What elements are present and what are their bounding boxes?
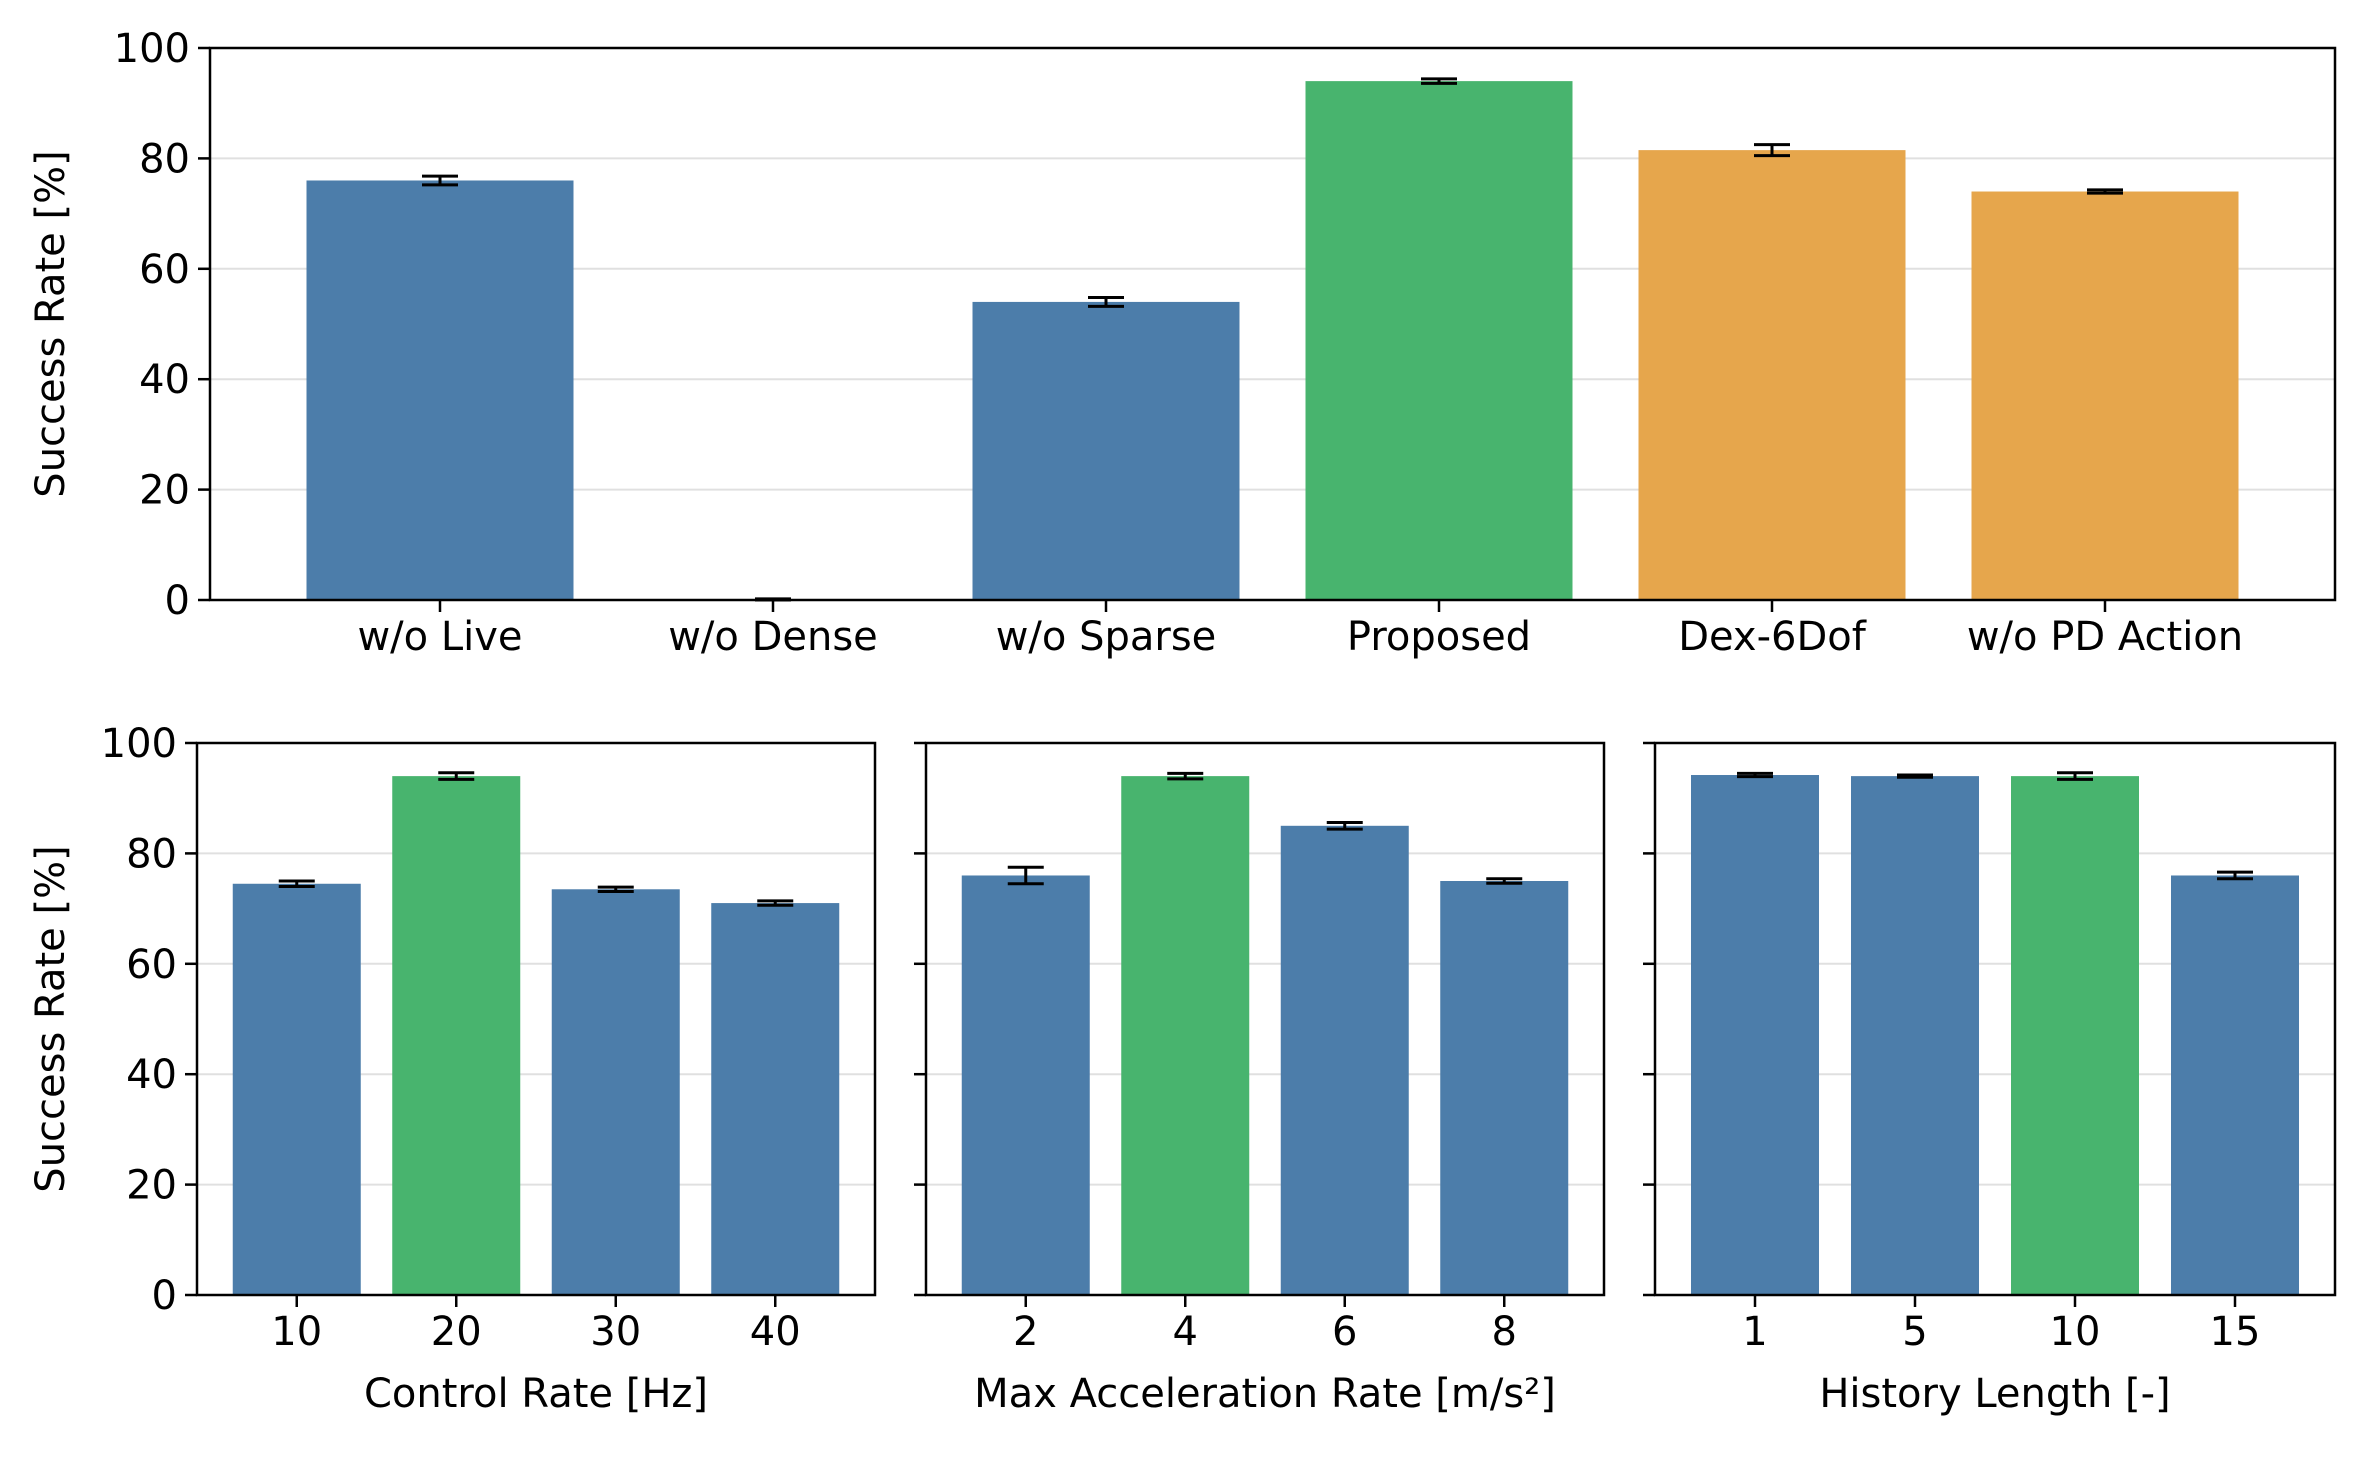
y-tick-label: 100 [101,721,177,767]
x-tick-label: 30 [590,1309,641,1355]
x-tick-label: 20 [431,1309,482,1355]
y-tick-label: 80 [139,136,190,182]
bar-20 [392,776,521,1295]
bar-dex-6dof [1638,150,1906,600]
y-axis-label: Success Rate [%] [28,150,74,497]
bar-1 [1691,775,1819,1295]
axes-frame [924,741,1606,1297]
y-tick-label: 20 [139,468,190,514]
y-tick-label: 40 [126,1052,177,1098]
bar-w-o-live [306,180,574,601]
bar-4 [1121,776,1250,1295]
y-tick-label: 60 [126,942,177,988]
bar-proposed [1305,81,1573,601]
x-tick-label: 10 [271,1309,322,1355]
y-tick-label: 100 [114,26,190,72]
bar-6 [1280,825,1409,1295]
y-tick-label: 60 [139,247,190,293]
x-tick-label: 6 [1332,1309,1357,1355]
bar-40 [711,903,840,1295]
bar-2 [961,875,1090,1295]
x-axis-label: Control Rate [Hz] [364,1371,708,1417]
x-tick-label: 8 [1492,1309,1517,1355]
x-axis-label: History Length [-] [1819,1371,2170,1417]
axes-frame [208,46,2337,602]
x-tick-label: w/o Dense [668,614,878,660]
x-tick-label: 1 [1742,1309,1767,1355]
bar-5 [1851,776,1979,1295]
bar-8 [1440,881,1569,1295]
bar-10 [2011,776,2139,1295]
x-tick-label: Proposed [1347,614,1531,660]
y-tick-label: 40 [139,357,190,403]
bar-10 [232,883,361,1295]
y-axis-label: Success Rate [%] [28,845,74,1192]
x-tick-label: 5 [1902,1309,1927,1355]
x-tick-label: 4 [1173,1309,1198,1355]
y-tick-label: 20 [126,1163,177,1209]
x-tick-label: 15 [2210,1309,2261,1355]
bar-w-o-pd-action [1971,191,2239,600]
chart-panel-2: 0 20 40 60 80 100 10 20 30 40 Control Rate [Hz] Suc… [28,721,877,1417]
bar-w-o-sparse [972,301,1240,600]
x-tick-label: w/o PD Action [1967,614,2243,660]
x-tick-label: w/o Sparse [996,614,1217,660]
bar-15 [2171,875,2299,1295]
x-tick-label: 40 [750,1309,801,1355]
x-tick-label: 2 [1013,1309,1038,1355]
y-tick-label: 0 [152,1273,177,1319]
x-tick-label: 10 [2050,1309,2101,1355]
y-tick-label: 0 [165,578,190,624]
x-tick-label: Dex-6Dof [1678,614,1867,660]
axes-frame [195,741,877,1297]
axes-frame [1653,741,2337,1297]
bar-30 [551,889,680,1295]
chart-panel-1: 0 20 40 60 80 100 w/o Live w/o Dense w/o Sparse P… [28,26,2337,660]
chart-panel-3: 2 4 6 8 Max Acceleration Rate [m/s²] [914,741,1606,1417]
x-axis-label: Max Acceleration Rate [m/s²] [974,1371,1556,1417]
x-tick-label: w/o Live [357,614,522,660]
y-tick-label: 80 [126,831,177,877]
